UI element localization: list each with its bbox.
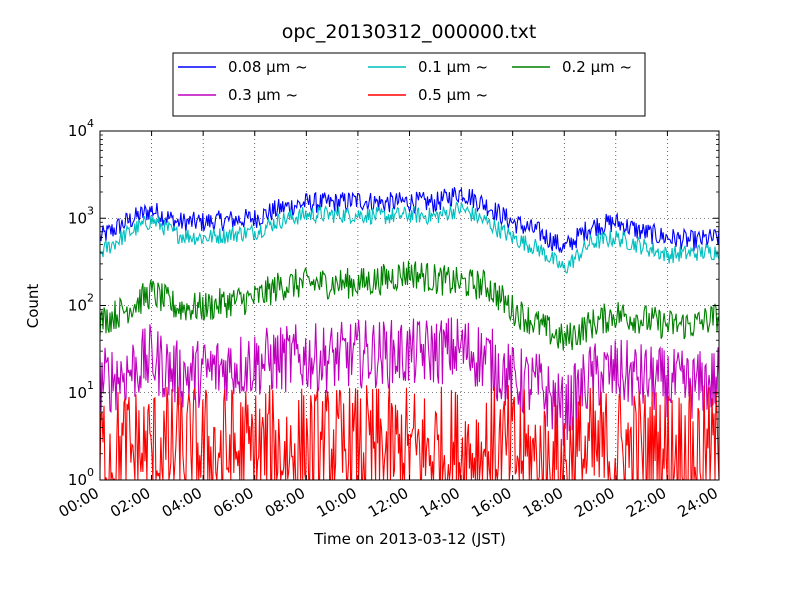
legend-label: 0.5 μm ~ [418,86,488,104]
legend-label: 0.3 μm ~ [228,86,298,104]
series-line [100,260,719,351]
y-tick-exponent: 2 [87,292,94,305]
legend-box [172,52,646,117]
legend-label: 0.1 μm ~ [418,58,488,76]
y-tick-exponent: 0 [87,466,94,479]
y-tick-exponent: 3 [87,204,94,217]
chart-title: opc_20130312_000000.txt [282,21,537,43]
series-line [100,317,719,446]
legend: 0.08 μm ~ 0.1 μm ~ 0.2 μm ~ 0.3 μm ~ 0.5 μm … [172,52,646,117]
series-lines [100,186,719,480]
axis-ticks [99,130,720,481]
x-axis-label: Time on 2013-03-12 (JST) [313,530,506,548]
y-tick-exponent: 4 [87,117,94,130]
y-axis-label: Count [24,284,42,329]
series-line [100,201,719,274]
legend-label: 0.2 μm ~ [562,58,632,76]
series-line [100,383,719,480]
series-line [100,186,719,254]
y-tick-exponent: 1 [87,379,94,392]
legend-label: 0.08 μm ~ [228,58,308,76]
